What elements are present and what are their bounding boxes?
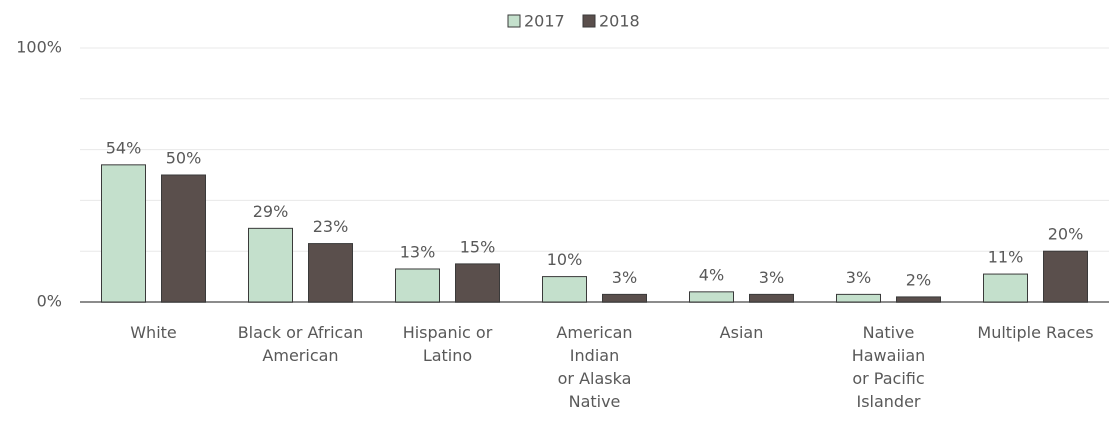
bar — [395, 268, 440, 303]
x-tick-label: American Indian or Alaska Native — [556, 323, 633, 411]
y-tick-label: 100% — [16, 38, 62, 57]
bar — [308, 243, 353, 303]
bar — [836, 293, 881, 303]
legend-label: 2018 — [599, 12, 640, 31]
bar — [1043, 250, 1088, 303]
data-label: 15% — [460, 237, 496, 256]
data-label: 13% — [400, 242, 436, 261]
bar — [542, 276, 587, 303]
data-label: 29% — [253, 202, 289, 221]
data-label: 23% — [313, 217, 349, 236]
data-label: 50% — [166, 149, 202, 168]
data-label: 3% — [612, 268, 637, 287]
x-tick-label: White — [130, 323, 177, 342]
data-label: 20% — [1048, 225, 1084, 244]
legend-swatch — [507, 14, 521, 28]
bar — [248, 227, 293, 303]
x-tick-label: Asian — [719, 323, 764, 342]
x-tick-label: Multiple Races — [977, 323, 1094, 342]
data-label: 10% — [547, 250, 583, 269]
bar — [101, 164, 146, 303]
bar — [689, 291, 734, 303]
data-label: 11% — [988, 248, 1024, 267]
legend-label: 2017 — [524, 12, 565, 31]
x-tick-label: Black or African American — [237, 323, 364, 365]
data-label: 54% — [106, 138, 142, 157]
legend-swatch — [582, 14, 596, 28]
data-label: 4% — [699, 265, 724, 284]
bar — [749, 293, 794, 303]
data-label: 3% — [759, 268, 784, 287]
bar — [161, 174, 206, 303]
data-label: 2% — [906, 270, 931, 289]
bar — [455, 263, 500, 303]
x-tick-label: Hispanic or Latino — [402, 323, 493, 365]
bar — [896, 296, 941, 303]
data-label: 3% — [846, 268, 871, 287]
y-tick-label: 0% — [37, 292, 62, 311]
x-tick-label: Native Hawaiian or Pacific Islander — [851, 323, 926, 411]
bar — [602, 293, 647, 303]
bar — [983, 273, 1028, 303]
